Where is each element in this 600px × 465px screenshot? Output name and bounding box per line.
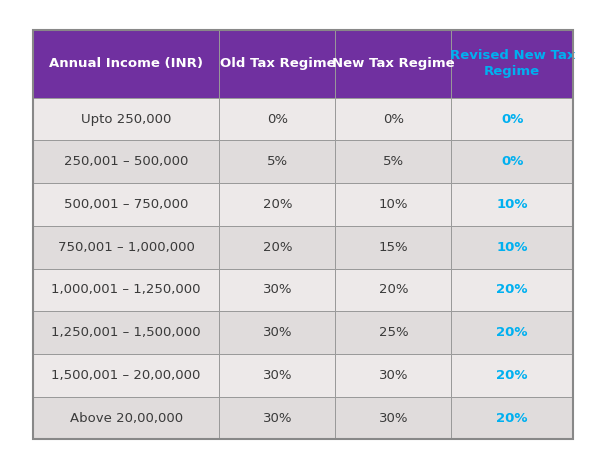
FancyBboxPatch shape (219, 311, 335, 354)
Text: 30%: 30% (263, 369, 292, 382)
Text: 500,001 – 750,000: 500,001 – 750,000 (64, 198, 188, 211)
Text: 20%: 20% (496, 326, 528, 339)
Text: Revised New Tax
Regime: Revised New Tax Regime (449, 49, 575, 79)
FancyBboxPatch shape (219, 397, 335, 439)
FancyBboxPatch shape (219, 30, 335, 98)
Text: 750,001 – 1,000,000: 750,001 – 1,000,000 (58, 241, 194, 254)
Text: 25%: 25% (379, 326, 408, 339)
FancyBboxPatch shape (335, 98, 451, 140)
FancyBboxPatch shape (219, 140, 335, 183)
Text: New Tax Regime: New Tax Regime (332, 58, 455, 71)
Text: 20%: 20% (496, 412, 528, 425)
Text: 20%: 20% (379, 284, 408, 297)
Text: 10%: 10% (496, 198, 528, 211)
Text: 1,250,001 – 1,500,000: 1,250,001 – 1,500,000 (52, 326, 201, 339)
FancyBboxPatch shape (451, 30, 573, 98)
FancyBboxPatch shape (451, 226, 573, 269)
Text: 0%: 0% (267, 113, 288, 126)
Text: 250,001 – 500,000: 250,001 – 500,000 (64, 155, 188, 168)
FancyBboxPatch shape (335, 311, 451, 354)
FancyBboxPatch shape (219, 269, 335, 311)
FancyBboxPatch shape (335, 140, 451, 183)
Text: 20%: 20% (263, 198, 292, 211)
FancyBboxPatch shape (219, 183, 335, 226)
Text: 0%: 0% (501, 113, 523, 126)
FancyBboxPatch shape (219, 226, 335, 269)
Text: 1,500,001 – 20,00,000: 1,500,001 – 20,00,000 (52, 369, 201, 382)
FancyBboxPatch shape (451, 269, 573, 311)
Text: Annual Income (INR): Annual Income (INR) (49, 58, 203, 71)
Text: Old Tax Regime: Old Tax Regime (220, 58, 335, 71)
FancyBboxPatch shape (335, 354, 451, 397)
FancyBboxPatch shape (33, 397, 219, 439)
FancyBboxPatch shape (451, 98, 573, 140)
FancyBboxPatch shape (33, 354, 219, 397)
FancyBboxPatch shape (451, 140, 573, 183)
FancyBboxPatch shape (335, 183, 451, 226)
Text: Upto 250,000: Upto 250,000 (81, 113, 172, 126)
FancyBboxPatch shape (33, 140, 219, 183)
FancyBboxPatch shape (451, 397, 573, 439)
Text: 15%: 15% (379, 241, 408, 254)
Text: 5%: 5% (383, 155, 404, 168)
FancyBboxPatch shape (451, 354, 573, 397)
FancyBboxPatch shape (33, 98, 219, 140)
FancyBboxPatch shape (33, 183, 219, 226)
FancyBboxPatch shape (451, 311, 573, 354)
Text: 30%: 30% (379, 412, 408, 425)
FancyBboxPatch shape (33, 226, 219, 269)
FancyBboxPatch shape (219, 354, 335, 397)
Text: 10%: 10% (379, 198, 408, 211)
Text: 0%: 0% (383, 113, 404, 126)
Text: 20%: 20% (263, 241, 292, 254)
FancyBboxPatch shape (33, 30, 219, 98)
Text: 20%: 20% (496, 369, 528, 382)
FancyBboxPatch shape (335, 269, 451, 311)
FancyBboxPatch shape (33, 311, 219, 354)
FancyBboxPatch shape (335, 226, 451, 269)
Text: 0%: 0% (501, 155, 523, 168)
FancyBboxPatch shape (33, 269, 219, 311)
FancyBboxPatch shape (335, 30, 451, 98)
FancyBboxPatch shape (219, 98, 335, 140)
Text: 30%: 30% (263, 412, 292, 425)
Text: Above 20,00,000: Above 20,00,000 (70, 412, 183, 425)
Text: 10%: 10% (496, 241, 528, 254)
Text: 30%: 30% (263, 284, 292, 297)
Text: 1,000,001 – 1,250,000: 1,000,001 – 1,250,000 (52, 284, 201, 297)
FancyBboxPatch shape (451, 183, 573, 226)
Text: 20%: 20% (496, 284, 528, 297)
Text: 30%: 30% (263, 326, 292, 339)
FancyBboxPatch shape (335, 397, 451, 439)
Text: 30%: 30% (379, 369, 408, 382)
Text: 5%: 5% (267, 155, 288, 168)
